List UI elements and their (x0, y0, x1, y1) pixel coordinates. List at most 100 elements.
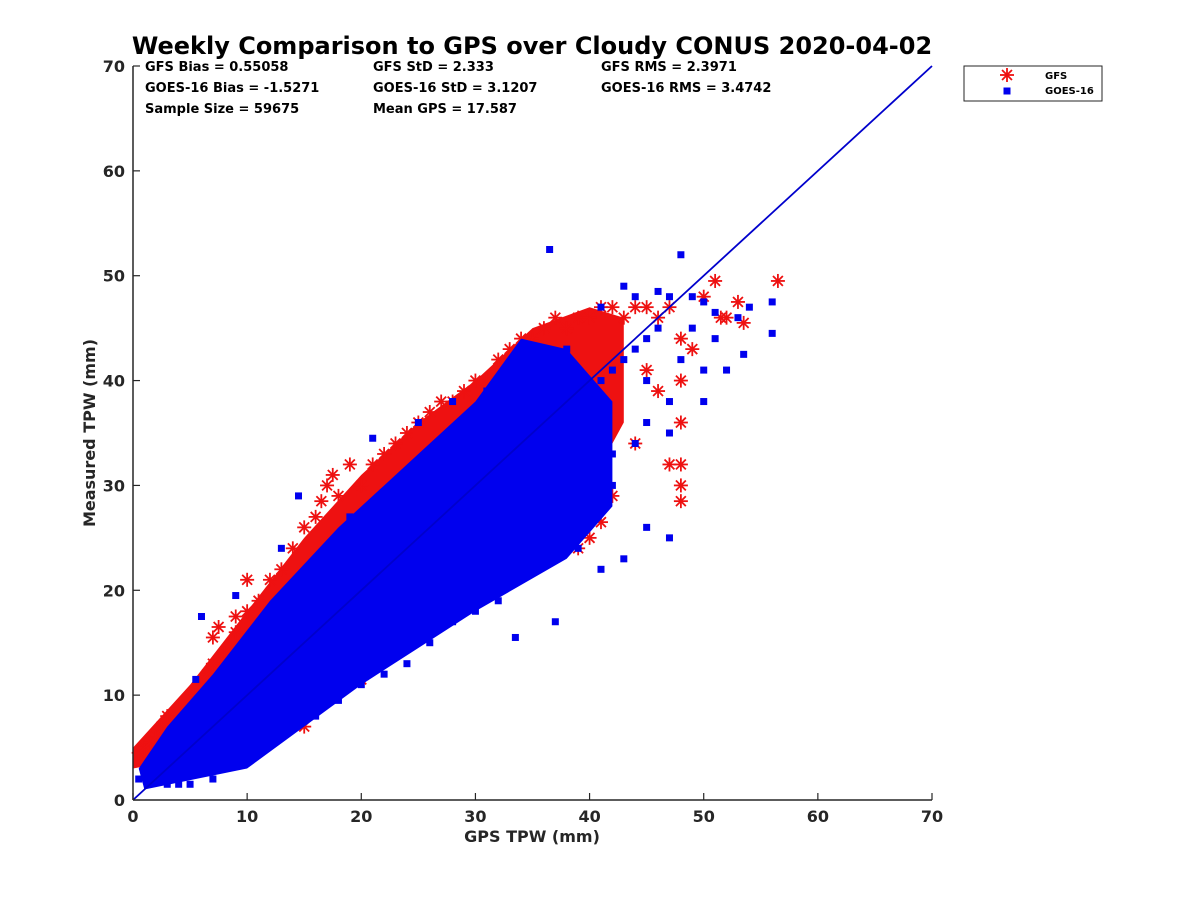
x-ticks: 0 10 20 30 40 50 60 70 (127, 793, 943, 826)
gfs-point (662, 457, 677, 472)
goes16-point (289, 660, 297, 668)
legend-marker-gfs (1000, 68, 1014, 82)
goes16-point (209, 712, 217, 720)
goes16-point (608, 366, 616, 374)
gfs-point (457, 384, 472, 399)
goes16-point (158, 754, 166, 762)
goes16-point (460, 502, 468, 510)
stat-goes16-rms: GOES-16 RMS = 3.4742 (601, 81, 771, 96)
goes16-point (643, 335, 651, 343)
goes16-point (334, 618, 342, 626)
goes16-point (369, 586, 377, 594)
goes16-point (511, 633, 519, 641)
goes16-point (357, 681, 365, 689)
goes16-point (574, 398, 582, 406)
x-tick-label: 50 (693, 807, 715, 826)
goes16-point (209, 775, 217, 783)
goes16-point (369, 434, 377, 442)
goes16-point (665, 398, 673, 406)
gfs-point (240, 604, 255, 619)
x-tick-label: 0 (127, 807, 138, 826)
gfs-point (730, 294, 745, 309)
stat-gfs-rms: GFS RMS = 2.3971 (601, 60, 737, 75)
goes16-point (437, 523, 445, 531)
y-tick-label: 0 (114, 791, 125, 810)
gfs-point (325, 467, 340, 482)
goes16-point (163, 780, 171, 788)
goes16-point (334, 696, 342, 704)
gfs-point (160, 709, 175, 724)
goes16-point (346, 513, 354, 521)
gfs-point (388, 436, 403, 451)
goes16-point (586, 387, 594, 395)
gfs-point (673, 478, 688, 493)
plot-area (131, 65, 933, 801)
goes16-point (152, 765, 160, 773)
goes16-point (392, 565, 400, 573)
goes16-point (414, 419, 422, 427)
gfs-point (770, 273, 785, 288)
goes16-point (186, 733, 194, 741)
gfs-point (719, 310, 734, 325)
stat-gfs-bias: GFS Bias = 0.55058 (145, 60, 288, 75)
goes16-point (483, 481, 491, 489)
y-axis-label: Measured TPW (mm) (80, 339, 99, 527)
goes16-point (277, 670, 285, 678)
legend: GFS GOES-16 (963, 65, 1103, 102)
x-tick-label: 60 (807, 807, 829, 826)
stat-goes16-std: GOES-16 StD = 3.1207 (373, 81, 537, 96)
gfs-point (673, 494, 688, 509)
goes16-point (517, 345, 525, 353)
goes16-point (586, 429, 594, 437)
gfs-point (422, 405, 437, 420)
y-ticks: 0 10 20 30 40 50 60 70 (103, 57, 140, 810)
goes16-point (300, 649, 308, 657)
goes16-point (700, 398, 708, 406)
x-axis-label: GPS TPW (mm) (464, 827, 600, 846)
legend-marker-goes16 (1003, 87, 1011, 95)
gfs-point (274, 562, 289, 577)
gfs-point (308, 509, 323, 524)
goes16-point (529, 439, 536, 447)
gfs-point (559, 321, 574, 336)
gfs-point (651, 384, 666, 399)
goes16-point (551, 618, 559, 626)
goes16-point (175, 744, 183, 752)
gfs-point (251, 593, 266, 608)
goes16-point (551, 419, 559, 427)
stat-gfs-std: GFS StD = 2.333 (373, 60, 494, 75)
goes16-point (563, 408, 571, 416)
goes16-point (688, 293, 696, 301)
goes16-point (323, 628, 331, 636)
goes16-point (197, 613, 205, 620)
y-tick-label: 10 (103, 686, 125, 705)
goes16-point (471, 492, 479, 500)
stat-mean-gps: Mean GPS = 17.587 (373, 102, 517, 117)
goes16-point (232, 592, 240, 600)
gfs-point (491, 352, 506, 367)
gfs-point (331, 488, 346, 503)
gfs-point (205, 630, 220, 645)
goes16-point (700, 298, 708, 306)
y-tick-label: 40 (103, 372, 125, 391)
x-tick-label: 10 (236, 807, 258, 826)
goes16-point (449, 618, 457, 626)
goes16-point (546, 246, 554, 253)
x-tick-label: 40 (578, 807, 600, 826)
goes16-point (608, 481, 616, 489)
goes16-point (768, 329, 776, 337)
goes16-point (700, 366, 708, 374)
goes16-point (563, 345, 571, 353)
gfs-point (536, 321, 551, 336)
goes16-point (688, 324, 696, 332)
goes16-point (192, 675, 200, 683)
goes16-point (620, 282, 628, 290)
goes16-point (711, 335, 719, 343)
gfs-point (377, 446, 392, 461)
x-tick-label: 30 (464, 807, 486, 826)
goes16-point (346, 607, 354, 615)
goes16-point (312, 712, 320, 720)
goes16-point (380, 670, 388, 678)
goes16-point (643, 377, 651, 385)
